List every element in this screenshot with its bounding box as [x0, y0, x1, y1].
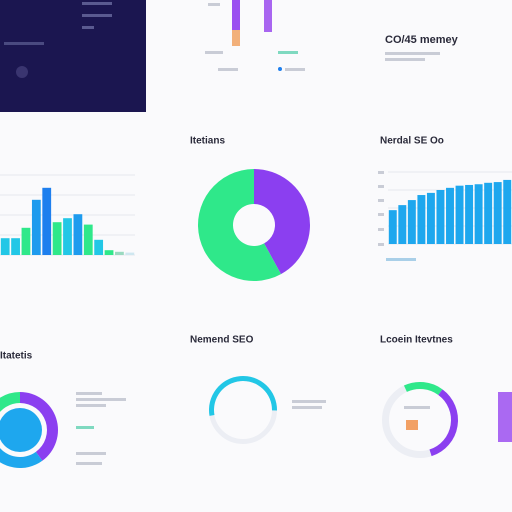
donut-slice: [254, 169, 311, 275]
caption: [76, 426, 94, 429]
bar: [115, 251, 124, 255]
bar: [474, 184, 483, 244]
axis-placeholder: [378, 171, 384, 174]
bar: [407, 200, 416, 244]
donut-center: [0, 408, 42, 452]
chart-title: Itetians: [190, 136, 225, 147]
bar: [426, 192, 435, 244]
bar: [388, 210, 397, 244]
chart-title: Nemend SEO: [190, 335, 254, 346]
nav-icon: [16, 66, 28, 78]
caption: [285, 68, 305, 71]
axis-placeholder: [378, 228, 384, 231]
gauge-arc: [208, 376, 277, 416]
gauge-arc: [403, 382, 443, 395]
bar: [503, 179, 512, 244]
bar: [465, 184, 474, 244]
nav-item: [82, 26, 94, 29]
nav-panel: [0, 0, 146, 112]
bar: [446, 187, 454, 244]
caption: [386, 258, 416, 261]
axis-placeholder: [378, 213, 384, 216]
nav-item: [4, 42, 44, 45]
bar: [436, 190, 445, 244]
chart-title: Lcoein Itevtnes: [380, 335, 453, 346]
header-title: CO/45 memey: [385, 34, 459, 46]
caption: [385, 52, 440, 55]
caption: [208, 3, 220, 6]
donut-slice: [198, 169, 281, 282]
mini-bar: [232, 0, 240, 30]
bar: [398, 205, 407, 244]
donut-slice: [0, 448, 43, 468]
caption: [218, 68, 238, 71]
caption: [292, 400, 326, 403]
bar: [484, 182, 493, 244]
caption: [278, 51, 298, 54]
bar: [125, 252, 135, 255]
bar: [52, 222, 62, 255]
donut-slice: [0, 392, 20, 412]
bar: [417, 195, 426, 244]
bar: [63, 218, 72, 255]
bar: [104, 250, 114, 255]
bar: [493, 182, 502, 244]
axis-placeholder: [378, 199, 384, 202]
chart-title: Nerdal SE Oo: [380, 136, 444, 147]
side-bar: [498, 392, 512, 442]
gauge-arc: [429, 389, 458, 457]
caption: [404, 406, 430, 409]
caption: [76, 398, 126, 401]
legend-dot: [278, 67, 282, 71]
caption: [385, 58, 425, 61]
bar: [42, 187, 52, 255]
caption: [76, 462, 102, 465]
bar: [455, 185, 464, 244]
nav-item: [82, 2, 112, 5]
bar: [83, 224, 93, 255]
nav-item: [82, 14, 112, 17]
icon: [406, 420, 418, 430]
caption: [76, 392, 102, 395]
caption: [76, 452, 106, 455]
axis-placeholder: [378, 185, 384, 188]
caption: [205, 51, 223, 54]
bar: [73, 214, 83, 255]
bar: [0, 238, 10, 255]
bar: [11, 238, 20, 255]
caption: [76, 404, 106, 407]
donut-slice: [20, 392, 59, 461]
bar: [21, 227, 31, 255]
bar: [31, 199, 41, 255]
caption: [292, 406, 322, 409]
mini-bar: [264, 0, 272, 32]
mini-bar: [232, 30, 240, 46]
bar: [94, 239, 104, 255]
axis-placeholder: [378, 243, 384, 246]
chart-title: Itatetis: [0, 351, 33, 362]
